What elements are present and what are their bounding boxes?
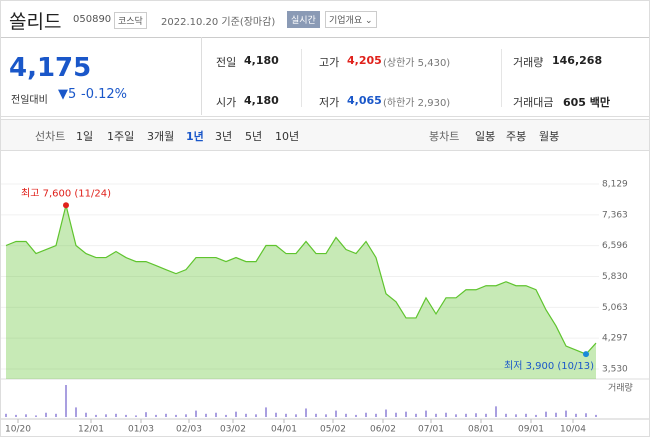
stat-value: 4,180 bbox=[244, 94, 279, 107]
x-tick-label: 08/01 bbox=[468, 425, 494, 435]
candle-tab[interactable]: 일봉 bbox=[475, 130, 496, 143]
overview-dropdown[interactable]: 기업개요 ⌄ bbox=[325, 11, 377, 28]
low-label: 최저 3,900 (10/13) bbox=[504, 360, 594, 372]
x-tick-label: 03/02 bbox=[220, 425, 246, 435]
stat-label: 시가 bbox=[216, 96, 237, 109]
x-tick-label: 06/02 bbox=[370, 425, 396, 435]
stat-value: 4,065 bbox=[347, 94, 382, 107]
y-tick-label: 6,596 bbox=[602, 241, 628, 251]
stat-label: 전일 bbox=[216, 56, 237, 69]
line-chart-label: 선차트 bbox=[35, 130, 66, 143]
x-tick-label: 09/01 bbox=[518, 425, 544, 435]
stat-extra: (하한가 2,930) bbox=[383, 98, 451, 109]
stat-extra: (상한가 5,430) bbox=[383, 58, 451, 69]
x-tick-label: 10/20 bbox=[5, 425, 31, 435]
stat-label: 거래대금 bbox=[513, 96, 554, 109]
stat-label: 저가 bbox=[319, 96, 340, 109]
divider bbox=[301, 49, 302, 107]
high-marker bbox=[63, 202, 69, 209]
x-tick-label: 10/04 bbox=[560, 425, 586, 435]
change: ▼5 bbox=[58, 87, 77, 102]
realtime-button[interactable]: 실시간 bbox=[287, 11, 320, 28]
period-tab[interactable]: 3년 bbox=[215, 130, 233, 143]
stat-value: 605 백만 bbox=[563, 96, 611, 109]
quote-box bbox=[1, 37, 649, 117]
stat-value: 4,205 bbox=[347, 54, 382, 67]
period-tab[interactable]: 1년 bbox=[186, 130, 204, 143]
y-tick-label: 7,363 bbox=[602, 210, 628, 220]
price-line bbox=[5, 205, 597, 355]
date: 2022.10.20 기준(장마감) bbox=[161, 17, 276, 28]
candle-tab[interactable]: 월봉 bbox=[539, 130, 560, 143]
change-label: 전일대비 bbox=[11, 95, 48, 106]
x-tick-label: 05/02 bbox=[320, 425, 346, 435]
period-tab[interactable]: 3개월 bbox=[147, 130, 175, 143]
stock-name: 쏠리드 bbox=[9, 11, 62, 33]
stat-label: 거래량 bbox=[513, 56, 544, 69]
x-tick-label: 12/01 bbox=[78, 425, 104, 435]
price: 4,175 bbox=[9, 53, 92, 83]
overview-text: 기업개요 bbox=[329, 16, 363, 26]
y-tick-label: 8,129 bbox=[602, 180, 628, 190]
stat-label: 고가 bbox=[319, 56, 340, 69]
market-badge: 코스닥 bbox=[114, 12, 147, 29]
volume-label: 거래량 bbox=[608, 382, 633, 394]
low-marker bbox=[583, 351, 589, 358]
chart: 8,129 7,363 6,596 5,830 5,063 4,297 3,530 최고 7,… bbox=[1, 180, 649, 435]
x-tick-label: 02/03 bbox=[176, 425, 202, 435]
divider bbox=[501, 49, 502, 107]
candle-tab[interactable]: 주봉 bbox=[506, 130, 527, 143]
period-tab[interactable]: 1일 bbox=[76, 130, 94, 143]
y-tick-label: 3,530 bbox=[602, 365, 628, 375]
candle-chart-label: 봉차트 bbox=[429, 130, 460, 143]
change-pct: -0.12% bbox=[81, 87, 127, 102]
y-tick-label: 5,830 bbox=[602, 272, 628, 282]
stat-value: 4,180 bbox=[244, 54, 279, 67]
x-tick-label: 04/01 bbox=[271, 425, 297, 435]
y-tick-label: 4,297 bbox=[602, 334, 628, 344]
stat-value: 146,268 bbox=[552, 54, 603, 67]
price-area bbox=[6, 205, 596, 379]
divider bbox=[201, 37, 202, 115]
period-tab[interactable]: 5년 bbox=[245, 130, 263, 143]
stock-code: 050890 bbox=[73, 14, 112, 25]
high-label: 최고 7,600 (11/24) bbox=[21, 187, 111, 199]
period-tab[interactable]: 10년 bbox=[275, 130, 300, 143]
tab-bar bbox=[1, 119, 649, 151]
x-tick-label: 07/01 bbox=[418, 425, 444, 435]
x-tick-label: 01/03 bbox=[128, 425, 154, 435]
y-tick-label: 5,063 bbox=[602, 303, 628, 313]
change-value: 5 bbox=[68, 87, 77, 102]
period-tab[interactable]: 1주일 bbox=[107, 130, 135, 143]
